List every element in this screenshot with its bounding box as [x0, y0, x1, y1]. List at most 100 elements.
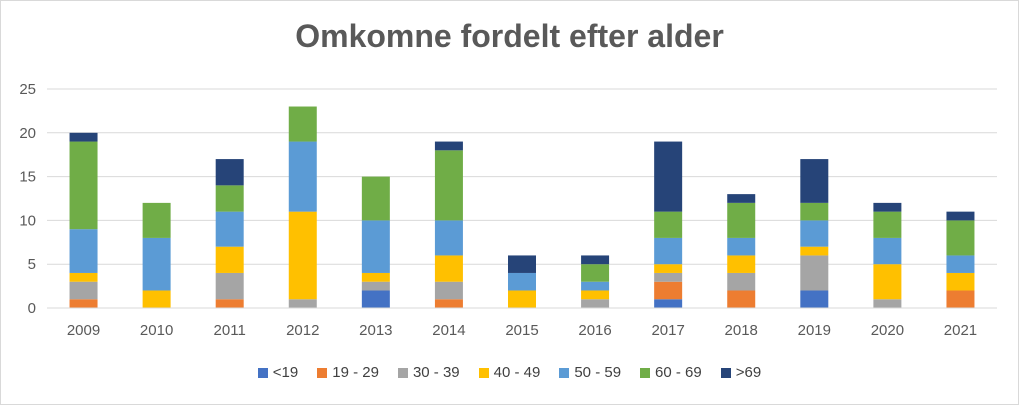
bar-segment	[69, 132, 98, 142]
bar-segment	[873, 237, 902, 265]
legend-label: >69	[735, 364, 762, 381]
bar-segment	[508, 255, 536, 273]
bar-segment	[727, 290, 756, 308]
legend-swatch	[317, 367, 328, 378]
bar-segment	[946, 211, 975, 221]
bar-segment	[69, 272, 98, 282]
bar-segment	[873, 264, 902, 300]
bar-segment	[142, 290, 171, 308]
y-tick-label: 0	[28, 300, 36, 317]
legend-label: 19 - 29	[332, 364, 379, 381]
bar-segment	[361, 281, 390, 291]
y-tick-label: 5	[28, 256, 36, 273]
bar-segment	[288, 141, 317, 212]
bar-segment	[800, 290, 829, 308]
bar-segment	[800, 246, 829, 256]
x-tick-label: 2016	[578, 322, 611, 339]
bar-segment	[946, 272, 975, 291]
legend-item: 50 - 59	[559, 364, 621, 381]
bar-segment	[581, 299, 610, 308]
legend-swatch	[397, 367, 408, 378]
bar-segment	[215, 246, 244, 273]
bar-segment	[361, 176, 390, 221]
bar-segment	[69, 299, 98, 308]
bar-segment	[215, 185, 244, 212]
bar-segment	[873, 202, 902, 212]
bar-segment	[654, 237, 683, 265]
bar-segment	[800, 159, 829, 203]
bar-segment	[215, 159, 244, 186]
legend-item: 19 - 29	[317, 364, 379, 381]
x-tick-label: 2013	[359, 322, 392, 339]
legend-label: <19	[272, 364, 299, 381]
bar-segment	[361, 220, 390, 273]
bar-segment	[434, 220, 463, 256]
bar-segment	[434, 299, 463, 308]
y-axis-tick-labels: 0 5 10 15 20 25	[19, 81, 36, 317]
bar-segment	[215, 272, 244, 300]
y-tick-label: 20	[19, 125, 36, 142]
bar-segment	[654, 272, 683, 282]
x-tick-label: 2017	[651, 322, 684, 339]
bar-segment	[434, 141, 463, 151]
bar-segment	[581, 264, 610, 282]
bar-segment	[946, 290, 975, 308]
bar-segment	[361, 290, 390, 308]
legend: <19 19 - 29 30 - 39 40 - 49 50 - 59 60 - 69 >6…	[0, 364, 1019, 381]
bar-segment	[800, 220, 829, 247]
x-tick-label: 2021	[944, 322, 977, 339]
bar-segment	[654, 299, 683, 308]
bar-segment	[361, 272, 390, 282]
bar-segment	[654, 281, 683, 300]
bar-segment	[727, 237, 756, 256]
bar-segment	[69, 229, 98, 273]
chart-title: Omkomne fordelt efter alder	[295, 18, 724, 54]
bar-segment	[142, 202, 171, 238]
bar-segment	[800, 255, 829, 291]
bar-segment	[215, 299, 244, 308]
bar-segment	[581, 281, 610, 291]
bar-segment	[581, 255, 610, 265]
x-tick-label: 2012	[286, 322, 319, 339]
bar-segment	[946, 220, 975, 256]
bar-segment	[142, 237, 171, 291]
gridlines	[47, 88, 997, 265]
y-tick-label: 25	[19, 81, 36, 98]
bar-segment	[654, 141, 683, 212]
y-tick-label: 15	[19, 169, 36, 186]
legend-item: 30 - 39	[397, 364, 460, 381]
legend-item: >69	[720, 364, 762, 381]
legend-item: 60 - 69	[640, 364, 702, 381]
legend-label: 50 - 59	[574, 364, 622, 381]
bar-segment	[727, 202, 756, 238]
legend-swatch	[640, 367, 651, 378]
legend-label: 30 - 39	[412, 364, 460, 381]
legend-item: <19	[257, 364, 299, 381]
bar-segment	[727, 272, 756, 291]
bar-segment	[215, 211, 244, 247]
bar-segment	[434, 255, 463, 282]
bar-segment	[434, 281, 463, 300]
bar-segment	[508, 290, 536, 308]
x-tick-label: 2015	[505, 322, 538, 339]
bar-segment	[288, 299, 317, 308]
x-axis-tick-labels: 2009 2010 2011 2012 2013 2014 2015 2016 2017 2018…	[67, 322, 977, 339]
x-tick-label: 2019	[798, 322, 831, 339]
y-tick-label: 10	[19, 212, 36, 229]
legend-item: 40 - 49	[478, 364, 541, 381]
bar-segment	[581, 290, 610, 300]
x-tick-label: 2009	[67, 322, 100, 339]
bar-segment	[654, 264, 683, 273]
legend-label: 40 - 49	[493, 364, 541, 381]
legend-label: 60 - 69	[655, 364, 702, 381]
bars	[69, 106, 975, 308]
bar-segment	[654, 211, 683, 238]
bar-segment	[800, 202, 829, 221]
bar-segment	[727, 255, 756, 273]
legend-swatch	[559, 367, 570, 378]
bar-segment	[946, 255, 975, 273]
legend-swatch	[720, 367, 731, 378]
bar-segment	[69, 281, 98, 300]
